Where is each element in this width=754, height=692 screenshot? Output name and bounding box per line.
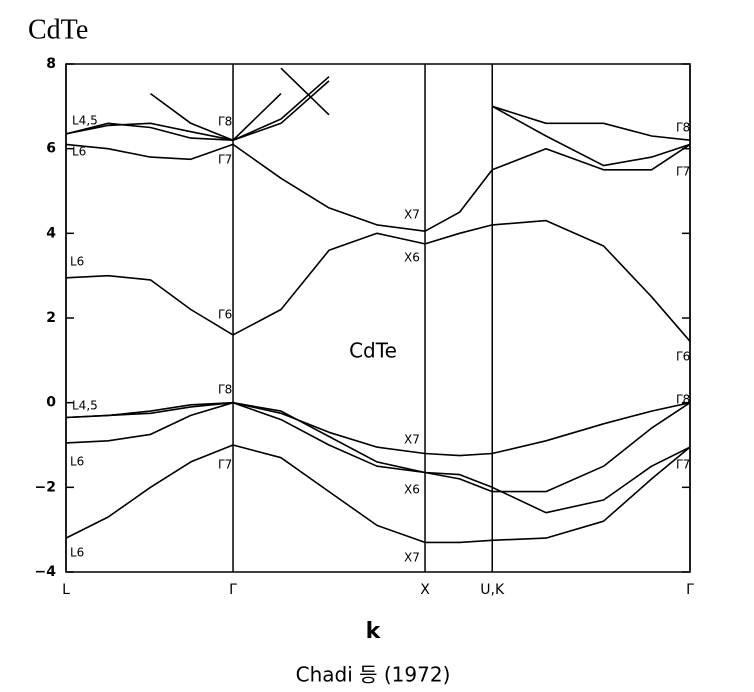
annotation: CdTe — [349, 339, 397, 363]
chart-title: CdTe — [28, 14, 88, 45]
x-tick-label: Γ — [686, 582, 694, 598]
point-label: L4,5 — [72, 399, 98, 413]
band-line — [280, 67, 330, 116]
band-line — [150, 92, 282, 141]
y-tick-label: 4 — [46, 225, 56, 241]
y-tick-label: 8 — [46, 56, 56, 72]
point-label: L6 — [72, 145, 86, 159]
point-label: Γ8 — [676, 393, 690, 407]
caption: Chadi 등 (1972) — [296, 663, 451, 687]
point-label: Γ7 — [676, 165, 690, 179]
x-axis-label: k — [366, 619, 382, 644]
point-label: L6 — [70, 255, 84, 269]
point-label: X7 — [404, 433, 420, 447]
x-tick-label: Γ — [229, 582, 237, 598]
band-line — [65, 219, 691, 342]
point-label: X7 — [404, 208, 420, 222]
point-label: Γ6 — [218, 308, 232, 322]
point-label: L6 — [70, 546, 84, 560]
point-label: Γ8 — [218, 383, 232, 397]
point-label: Γ6 — [676, 350, 690, 364]
band-line — [65, 401, 691, 493]
point-label: Γ8 — [676, 121, 690, 135]
band-line — [65, 401, 691, 457]
point-label: Γ8 — [218, 115, 232, 129]
x-tick-label: X — [420, 582, 430, 598]
band-line — [65, 76, 691, 141]
point-label: Γ7 — [218, 458, 232, 472]
band-line — [65, 444, 691, 544]
point-label: X7 — [404, 551, 420, 565]
x-tick-label: L — [62, 582, 70, 598]
y-tick-label: −2 — [35, 479, 56, 495]
point-label: Γ7 — [676, 458, 690, 472]
plot-frame — [65, 63, 691, 573]
point-label: X6 — [404, 483, 420, 497]
y-tick-label: 2 — [46, 310, 56, 326]
band-line — [65, 80, 691, 167]
point-label: Γ7 — [218, 153, 232, 167]
point-label: X6 — [404, 251, 420, 265]
y-tick-label: −4 — [35, 564, 57, 580]
point-label: L6 — [70, 455, 84, 469]
x-tick-label: U,K — [480, 582, 505, 598]
point-label: L4,5 — [72, 114, 98, 128]
y-tick-label: 0 — [46, 395, 56, 411]
band-line — [65, 143, 691, 232]
band-line — [65, 401, 691, 514]
y-tick-label: 6 — [46, 141, 56, 157]
